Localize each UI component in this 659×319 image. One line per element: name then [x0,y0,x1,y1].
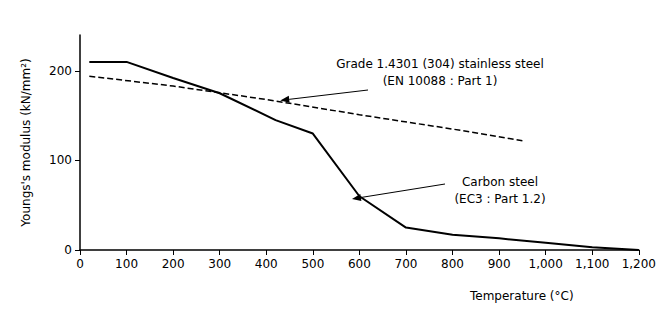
svg-text:900: 900 [488,257,511,271]
svg-text:1,100: 1,100 [575,257,609,271]
svg-text:1,000: 1,000 [529,257,563,271]
svg-text:Grade 1.4301 (304) stainless s: Grade 1.4301 (304) stainless steel [336,57,544,71]
svg-text:(EN 10088 : Part 1): (EN 10088 : Part 1) [383,74,498,88]
svg-text:500: 500 [301,257,324,271]
svg-text:Carbon steel: Carbon steel [462,175,538,189]
svg-text:(EC3 : Part 1.2): (EC3 : Part 1.2) [454,192,545,206]
svg-text:600: 600 [348,257,371,271]
svg-text:700: 700 [395,257,418,271]
svg-text:100: 100 [115,257,138,271]
svg-text:Youngs's modulus (kN/mm²): Youngs's modulus (kN/mm²) [19,58,33,227]
svg-text:400: 400 [255,257,278,271]
svg-text:800: 800 [441,257,464,271]
svg-text:0: 0 [76,257,84,271]
svg-text:Temperature (°C): Temperature (°C) [469,289,574,303]
svg-text:200: 200 [49,64,72,78]
svg-text:1,200: 1,200 [622,257,656,271]
svg-text:0: 0 [64,243,72,257]
svg-text:200: 200 [162,257,185,271]
svg-text:300: 300 [208,257,231,271]
svg-text:100: 100 [49,153,72,167]
